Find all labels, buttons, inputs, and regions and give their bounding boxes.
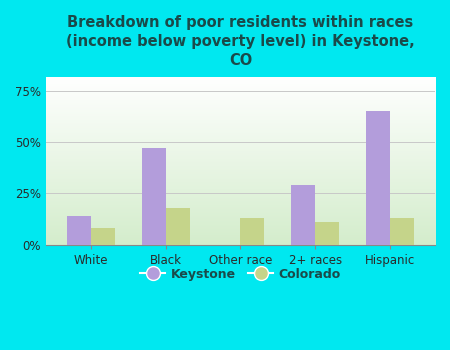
Bar	[240, 218, 265, 245]
Legend: Keystone, Colorado: Keystone, Colorado	[135, 262, 345, 286]
Bar	[390, 218, 414, 245]
Title: Breakdown of poor residents within races
(income below poverty level) in Keyston: Breakdown of poor residents within races…	[66, 15, 415, 68]
Bar	[366, 111, 390, 245]
Bar	[291, 185, 315, 245]
Bar	[166, 208, 189, 245]
Bar	[142, 148, 166, 245]
Bar	[67, 216, 91, 245]
Bar	[315, 222, 339, 245]
Bar	[91, 228, 115, 245]
